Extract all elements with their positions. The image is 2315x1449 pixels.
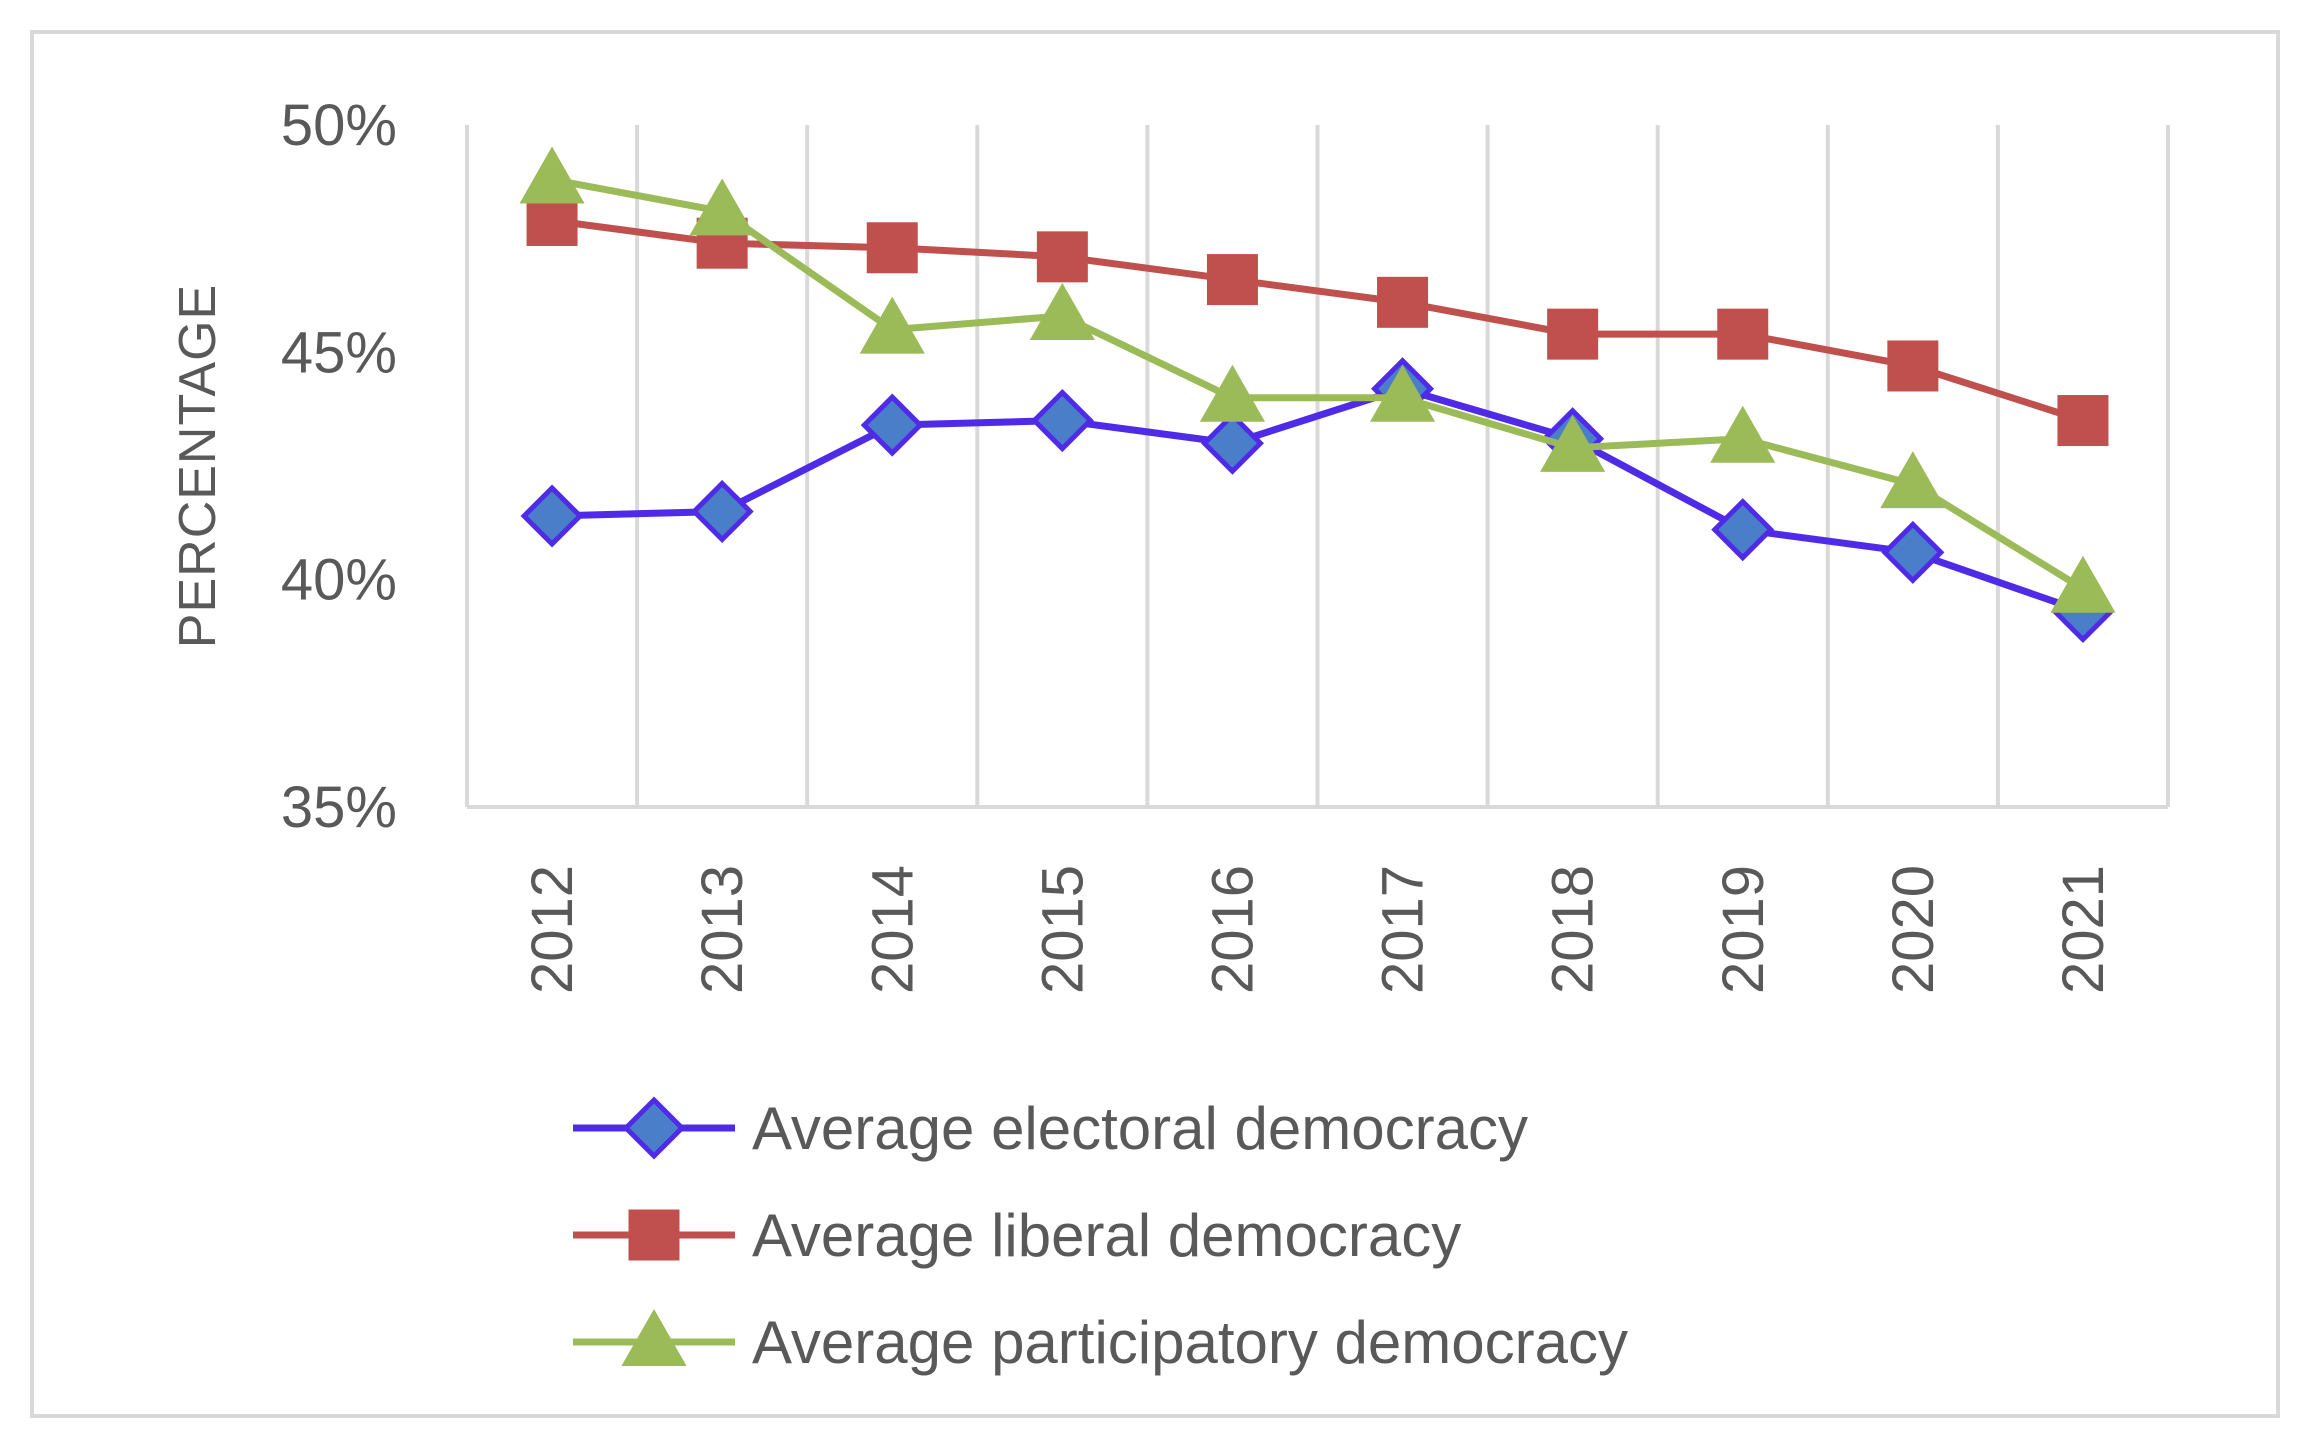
legend-item: Average participatory democracy [573, 1308, 1628, 1376]
y-axis-title: PERCENTAGE [169, 284, 227, 648]
x-tick-label: 2016 [1200, 865, 1265, 994]
data-point [1199, 364, 1266, 422]
x-tick-label: 2019 [1711, 865, 1776, 994]
series-group [519, 146, 2116, 644]
x-tick-label: 2015 [1030, 865, 1095, 994]
data-point [520, 484, 584, 548]
chart-frame [30, 30, 2280, 1418]
data-point [1377, 276, 1429, 328]
data-point [859, 296, 925, 354]
data-point [519, 146, 585, 204]
data-point [2050, 555, 2116, 613]
data-point [1711, 498, 1775, 562]
series-line [551, 385, 2085, 615]
data-point [1200, 411, 1264, 475]
data-point [1717, 308, 1769, 360]
x-tick-label: 2013 [690, 865, 755, 994]
x-tick-label: 2021 [2051, 865, 2116, 994]
data-point [1036, 231, 1088, 283]
data-point [1369, 364, 1436, 422]
series-line [551, 217, 2085, 424]
y-tick-label: 45% [281, 320, 397, 385]
data-point [526, 194, 578, 246]
data-point [2057, 395, 2109, 447]
legend-label: Average liberal democracy [752, 1202, 1461, 1269]
legend-item: Average electoral democracy [573, 1095, 1528, 1162]
legend-label: Average participatory democracy [752, 1309, 1628, 1376]
y-tick-label: 35% [281, 775, 397, 840]
series-line [551, 176, 2085, 592]
data-point [690, 479, 754, 544]
data-point [1030, 388, 1094, 453]
x-axis-ticks: 2012 2013 2014 2015 2016 2017 2018 2019 2020 2021 [520, 865, 2116, 994]
x-tick-label: 2017 [1371, 865, 1436, 994]
legend-label: Average electoral democracy [752, 1095, 1528, 1162]
y-axis-ticks: 50% 45% 40% 35% [281, 93, 397, 840]
data-point [1540, 414, 1606, 472]
legend-marker [622, 1096, 686, 1160]
data-point [860, 393, 924, 457]
x-tick-label: 2018 [1541, 865, 1606, 994]
gridlines [465, 125, 2170, 807]
legend-marker [628, 1209, 680, 1261]
data-point [1547, 308, 1599, 360]
y-tick-label: 40% [281, 548, 397, 613]
series-diamond [520, 357, 2115, 644]
series-triangle [519, 146, 2116, 613]
y-tick-label: 50% [281, 93, 397, 158]
legend: Average electoral democracy Average liber… [573, 1095, 1628, 1376]
data-point [1880, 451, 1946, 509]
x-tick-label: 2020 [1881, 865, 1946, 994]
data-point [1029, 282, 1095, 340]
data-point [1206, 254, 1258, 306]
legend-marker [621, 1308, 687, 1366]
x-tick-label: 2014 [860, 865, 925, 994]
data-point [1710, 405, 1776, 463]
data-point [1881, 520, 1945, 584]
x-tick-label: 2012 [520, 865, 585, 994]
legend-item: Average liberal democracy [573, 1202, 1461, 1269]
data-point [689, 178, 755, 236]
data-point [1887, 340, 1939, 392]
data-point [866, 222, 918, 274]
